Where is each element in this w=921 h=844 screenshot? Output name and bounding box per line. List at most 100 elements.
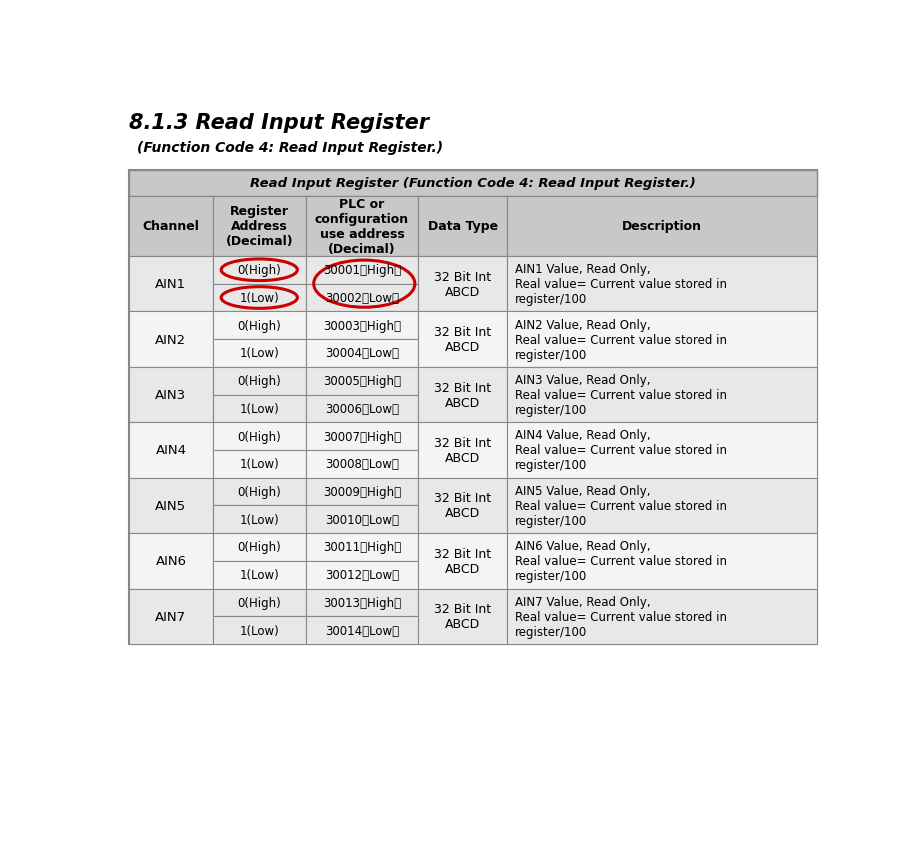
- Bar: [129, 533, 213, 589]
- Bar: [129, 589, 213, 644]
- Bar: [306, 533, 418, 561]
- Text: 32 Bit Int
ABCD: 32 Bit Int ABCD: [434, 603, 491, 630]
- Text: 1(Low): 1(Low): [239, 624, 279, 637]
- Text: 30006（Low）: 30006（Low）: [325, 403, 399, 415]
- Text: 30011（High）: 30011（High）: [323, 541, 401, 554]
- Bar: [507, 197, 817, 257]
- Bar: [507, 589, 817, 644]
- Text: 32 Bit Int
ABCD: 32 Bit Int ABCD: [434, 270, 491, 298]
- Text: 30007（High）: 30007（High）: [323, 430, 401, 443]
- Bar: [129, 479, 213, 533]
- Text: 30010（Low）: 30010（Low）: [325, 513, 399, 526]
- Bar: [129, 367, 213, 423]
- Bar: [213, 312, 306, 339]
- Bar: [306, 395, 418, 423]
- Bar: [213, 617, 306, 644]
- Text: 30002（Low）: 30002（Low）: [325, 292, 399, 305]
- Text: 0(High): 0(High): [238, 375, 281, 387]
- Bar: [213, 367, 306, 395]
- Bar: [306, 367, 418, 395]
- Text: 1(Low): 1(Low): [239, 513, 279, 526]
- Bar: [306, 506, 418, 533]
- Bar: [418, 257, 507, 312]
- Text: 0(High): 0(High): [238, 541, 281, 554]
- Bar: [213, 395, 306, 423]
- Bar: [306, 197, 418, 257]
- Bar: [213, 257, 306, 284]
- Bar: [507, 479, 817, 533]
- Text: 32 Bit Int
ABCD: 32 Bit Int ABCD: [434, 326, 491, 354]
- Text: 30013（High）: 30013（High）: [323, 596, 401, 609]
- Text: 1(Low): 1(Low): [239, 292, 279, 305]
- Bar: [418, 533, 507, 589]
- Text: 1(Low): 1(Low): [239, 569, 279, 582]
- Bar: [306, 451, 418, 479]
- Text: 0(High): 0(High): [238, 319, 281, 333]
- Bar: [213, 197, 306, 257]
- Bar: [213, 339, 306, 367]
- Bar: [306, 479, 418, 506]
- Bar: [507, 257, 817, 312]
- Bar: [129, 423, 213, 479]
- Text: Description: Description: [623, 220, 703, 233]
- Text: 0(High): 0(High): [238, 264, 281, 277]
- Text: AIN6 Value, Read Only,
Real value= Current value stored in
register/100: AIN6 Value, Read Only, Real value= Curre…: [515, 539, 727, 582]
- Text: 0(High): 0(High): [238, 430, 281, 443]
- Text: 32 Bit Int
ABCD: 32 Bit Int ABCD: [434, 381, 491, 409]
- Text: 1(Low): 1(Low): [239, 403, 279, 415]
- Text: AIN7: AIN7: [156, 610, 186, 623]
- Text: 30001（High）: 30001（High）: [323, 264, 401, 277]
- Bar: [213, 506, 306, 533]
- Text: 30005（High）: 30005（High）: [323, 375, 401, 387]
- Text: Data Type: Data Type: [427, 220, 497, 233]
- Text: 30004（Low）: 30004（Low）: [325, 347, 399, 360]
- Bar: [507, 533, 817, 589]
- Bar: [306, 589, 418, 617]
- Text: Register
Address
(Decimal): Register Address (Decimal): [226, 205, 293, 248]
- Bar: [306, 561, 418, 589]
- Bar: [129, 257, 213, 312]
- Bar: [418, 479, 507, 533]
- Bar: [306, 617, 418, 644]
- Bar: [213, 451, 306, 479]
- Text: 1(Low): 1(Low): [239, 457, 279, 471]
- Text: AIN1: AIN1: [156, 278, 186, 291]
- Text: Read Input Register (Function Code 4: Read Input Register.): Read Input Register (Function Code 4: Re…: [250, 177, 695, 190]
- Text: AIN3 Value, Read Only,
Real value= Current value stored in
register/100: AIN3 Value, Read Only, Real value= Curre…: [515, 374, 727, 417]
- Bar: [418, 423, 507, 479]
- Bar: [306, 284, 418, 312]
- Bar: [507, 367, 817, 423]
- Text: 30012（Low）: 30012（Low）: [325, 569, 399, 582]
- Text: AIN3: AIN3: [156, 388, 186, 402]
- Bar: [129, 197, 213, 257]
- Text: AIN6: AIN6: [156, 555, 186, 568]
- Bar: [129, 170, 817, 644]
- Text: 1(Low): 1(Low): [239, 347, 279, 360]
- Bar: [507, 423, 817, 479]
- Text: AIN7 Value, Read Only,
Real value= Current value stored in
register/100: AIN7 Value, Read Only, Real value= Curre…: [515, 595, 727, 638]
- Text: AIN4: AIN4: [156, 444, 186, 457]
- Text: 0(High): 0(High): [238, 596, 281, 609]
- Bar: [507, 312, 817, 367]
- Bar: [213, 479, 306, 506]
- Bar: [213, 561, 306, 589]
- Bar: [418, 312, 507, 367]
- Text: (Function Code 4: Read Input Register.): (Function Code 4: Read Input Register.): [137, 141, 443, 155]
- Text: 30009（High）: 30009（High）: [323, 485, 401, 499]
- Text: Channel: Channel: [143, 220, 199, 233]
- Bar: [213, 533, 306, 561]
- Text: 32 Bit Int
ABCD: 32 Bit Int ABCD: [434, 547, 491, 575]
- Text: 32 Bit Int
ABCD: 32 Bit Int ABCD: [434, 436, 491, 464]
- Bar: [213, 284, 306, 312]
- Bar: [129, 312, 213, 367]
- Text: AIN4 Value, Read Only,
Real value= Current value stored in
register/100: AIN4 Value, Read Only, Real value= Curre…: [515, 429, 727, 472]
- Text: AIN2 Value, Read Only,
Real value= Current value stored in
register/100: AIN2 Value, Read Only, Real value= Curre…: [515, 318, 727, 361]
- Bar: [418, 197, 507, 257]
- Text: 30008（Low）: 30008（Low）: [325, 457, 399, 471]
- Text: PLC or
configuration
use address
(Decimal): PLC or configuration use address (Decima…: [315, 197, 409, 256]
- Text: 8.1.3 Read Input Register: 8.1.3 Read Input Register: [129, 113, 429, 133]
- Text: AIN1 Value, Read Only,
Real value= Current value stored in
register/100: AIN1 Value, Read Only, Real value= Curre…: [515, 262, 727, 306]
- Text: 30014（Low）: 30014（Low）: [325, 624, 399, 637]
- Text: AIN5 Value, Read Only,
Real value= Current value stored in
register/100: AIN5 Value, Read Only, Real value= Curre…: [515, 484, 727, 528]
- Bar: [129, 170, 817, 197]
